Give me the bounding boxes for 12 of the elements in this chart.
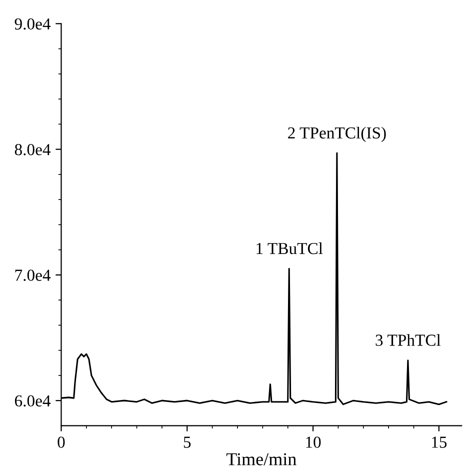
y-tick-label: 8.0e4 bbox=[14, 144, 51, 156]
y-tick-label: 6.0e4 bbox=[14, 395, 51, 407]
x-tick-label: 0 bbox=[58, 436, 65, 448]
x-tick-label: 15 bbox=[432, 436, 447, 448]
annotation: 2 TPenTCl(IS) bbox=[288, 126, 386, 142]
annotation: 1 TBuTCl bbox=[256, 242, 323, 254]
y-tick-label: 9.0e4 bbox=[14, 18, 51, 30]
x-tick-label: 10 bbox=[306, 436, 321, 448]
annotation: 3 TPhTCl bbox=[376, 334, 441, 346]
x-axis-title: Time/min bbox=[226, 453, 296, 466]
x-tick-label: 5 bbox=[184, 436, 191, 448]
y-tick-label: 7.0e4 bbox=[15, 270, 51, 281]
